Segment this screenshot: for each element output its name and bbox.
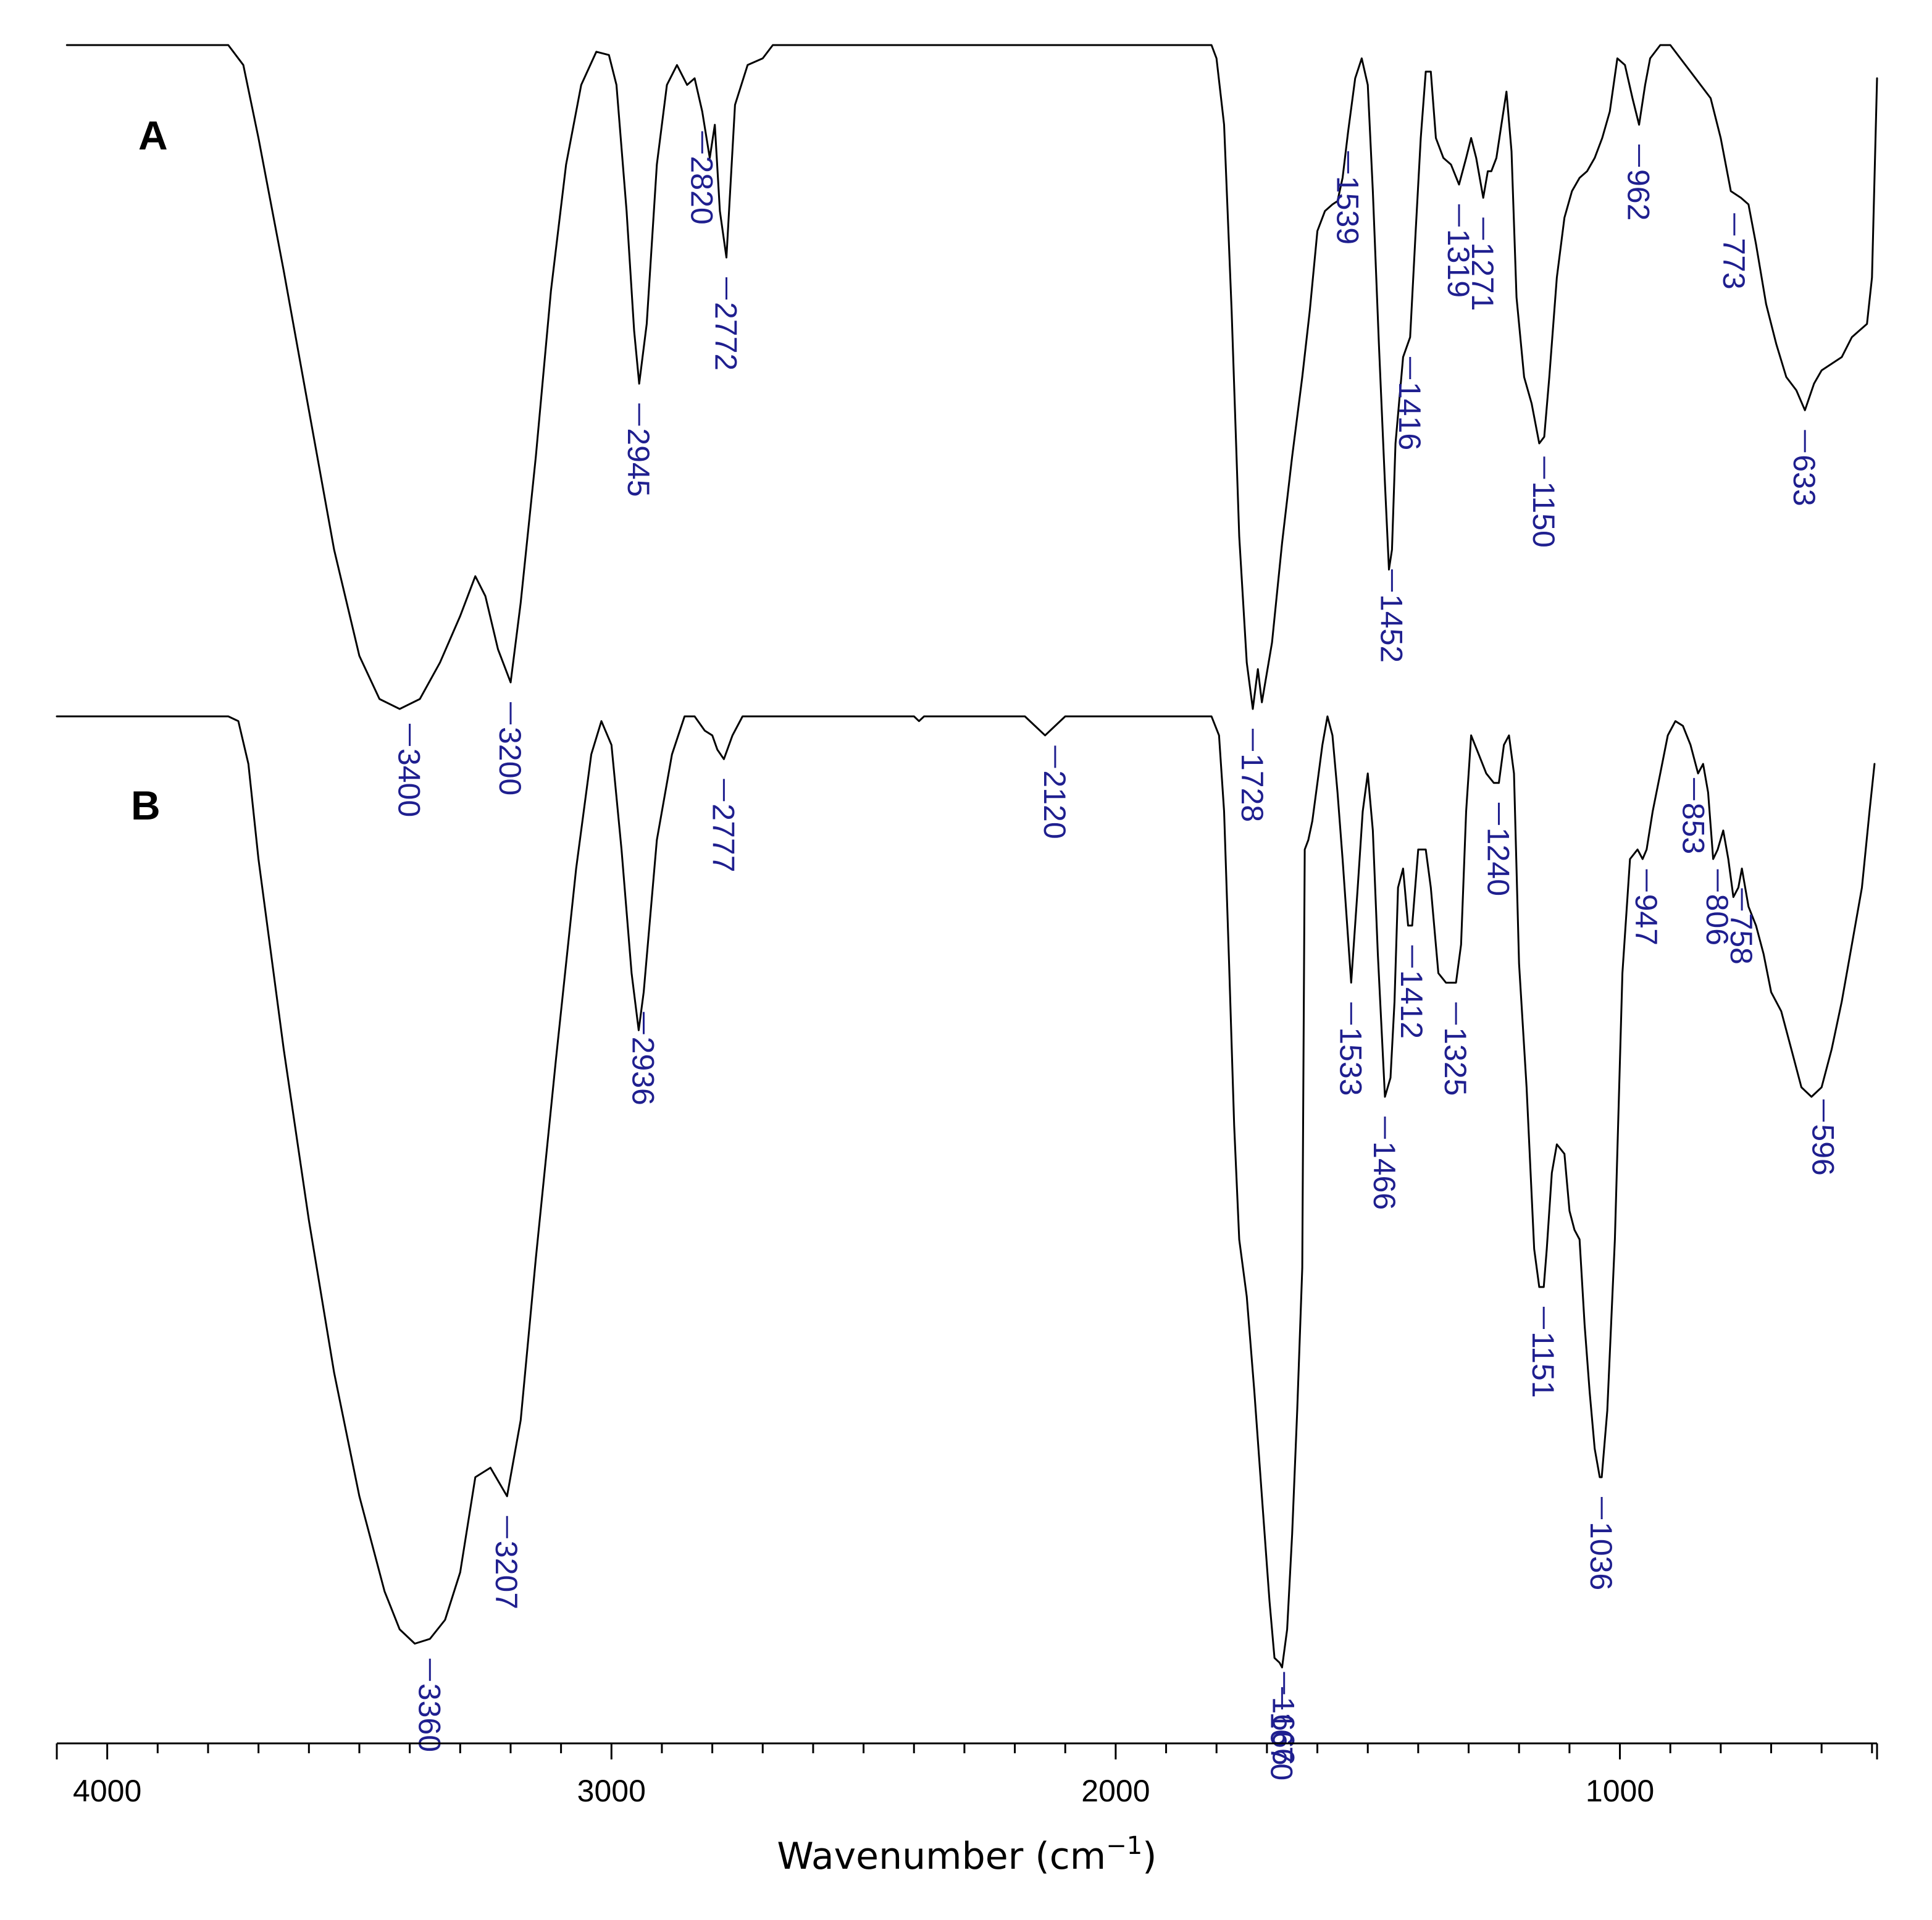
peak-label-text: 1666 <box>1266 1696 1301 1765</box>
peak-label-text: 633 <box>1787 455 1821 506</box>
peak-label-b-947: 947 <box>1629 869 1663 945</box>
peak-label-b-1466: 1466 <box>1367 1117 1402 1210</box>
peak-label-text: 853 <box>1676 803 1711 854</box>
peak-label-text: 2777 <box>706 803 740 872</box>
panel-label-a: A <box>138 112 168 158</box>
peak-label-a-1150: 1150 <box>1526 456 1561 548</box>
peak-label-a-773: 773 <box>1717 213 1751 290</box>
peak-label-text: 1271 <box>1465 242 1500 311</box>
x-axis-title-main: Wavenumber (cm <box>777 1835 1106 1878</box>
x-tick-label: 4000 <box>73 1774 141 1808</box>
peak-label-b-853: 853 <box>1676 778 1711 854</box>
peak-label-text: 1466 <box>1367 1141 1402 1210</box>
peak-label-text: 2820 <box>684 156 719 225</box>
spectrum-trace-b <box>56 715 1876 1669</box>
peak-label-b-2936: 2936 <box>626 1012 661 1105</box>
peak-label-b-1533: 1533 <box>1333 1002 1368 1096</box>
peak-label-text: 1728 <box>1235 753 1269 822</box>
peak-label-text: 1319 <box>1441 229 1476 298</box>
peak-label-text: 1539 <box>1330 176 1365 245</box>
peak-label-a-633: 633 <box>1787 430 1821 506</box>
peak-label-a-2820: 2820 <box>684 131 719 225</box>
x-axis-title-superscript: −1 <box>1106 1832 1142 1860</box>
peak-label-text: 1452 <box>1374 594 1408 663</box>
x-axis-title-end: ) <box>1142 1835 1156 1878</box>
spectrum-trace-a <box>65 44 1878 710</box>
peak-label-text: 1036 <box>1584 1522 1618 1590</box>
peak-label-a-3400: 3400 <box>392 723 427 817</box>
panel-label-b: B <box>131 782 161 828</box>
peak-label-a-962: 962 <box>1621 145 1656 220</box>
peak-label-b-806: 806 <box>1700 869 1734 945</box>
x-tick-label: 1000 <box>1586 1774 1654 1808</box>
x-tick-label: 2000 <box>1081 1774 1150 1808</box>
peak-label-a-1728: 1728 <box>1235 729 1269 822</box>
peak-label-b-1240: 1240 <box>1481 802 1516 896</box>
peak-label-text: 3400 <box>392 748 427 817</box>
peak-label-a-1319: 1319 <box>1441 204 1476 298</box>
peak-label-b-1670: 1670 <box>1264 1687 1298 1780</box>
peak-label-text: 1325 <box>1438 1027 1473 1096</box>
x-axis-title: Wavenumber (cm−1) <box>777 1832 1156 1878</box>
peak-label-a-2772: 2772 <box>709 277 743 371</box>
peak-label-text: 2772 <box>709 302 743 371</box>
peak-label-text: 1416 <box>1392 382 1427 450</box>
peak-label-text: 947 <box>1629 894 1663 945</box>
peak-label-text: 773 <box>1717 238 1751 289</box>
peak-label-b-758: 758 <box>1724 888 1758 965</box>
peak-label-text: 1240 <box>1481 828 1516 896</box>
peak-label-text: 806 <box>1700 894 1734 945</box>
peak-label-text: 1150 <box>1526 481 1561 548</box>
peak-label-a-1271: 1271 <box>1465 217 1500 311</box>
peak-label-text: 3207 <box>489 1541 524 1609</box>
peak-label-text: 596 <box>1805 1124 1840 1175</box>
peak-labels-layer: 3400 3200 2945 2820 2772 1728 1539 1452 1416 1319… <box>392 131 1840 1780</box>
peak-label-text: 3200 <box>493 727 527 795</box>
peak-label-text: 3360 <box>412 1683 446 1752</box>
peak-label-text: 1412 <box>1394 970 1429 1039</box>
peak-label-text: 962 <box>1621 169 1656 220</box>
peak-label-text: 2936 <box>626 1037 661 1105</box>
peak-label-b-1036: 1036 <box>1584 1497 1618 1590</box>
peak-label-text: 1151 <box>1526 1331 1560 1398</box>
peak-label-text: 2945 <box>621 428 656 497</box>
peak-label-a-1539: 1539 <box>1330 151 1365 245</box>
peak-label-text: 2120 <box>1037 770 1072 839</box>
peak-label-a-1416: 1416 <box>1392 357 1427 450</box>
peak-label-a-2945: 2945 <box>621 403 656 497</box>
peak-label-b-2120: 2120 <box>1037 745 1072 839</box>
peak-label-b-1325: 1325 <box>1438 1002 1473 1096</box>
peak-label-b-1666: 1666 <box>1266 1672 1301 1766</box>
x-tick-label: 3000 <box>577 1774 646 1808</box>
peak-label-b-596: 596 <box>1805 1099 1840 1176</box>
peak-label-b-3360: 3360 <box>412 1658 446 1752</box>
peak-label-text: 758 <box>1724 913 1758 964</box>
peak-label-b-3207: 3207 <box>489 1515 524 1609</box>
peak-label-b-1412: 1412 <box>1394 945 1429 1039</box>
traces-layer <box>56 44 1878 1669</box>
peak-label-text: 1533 <box>1333 1027 1368 1096</box>
peak-label-a-1452: 1452 <box>1374 569 1408 663</box>
x-axis: 4000 3000 2000 1000 <box>56 1742 1878 1808</box>
peak-label-a-3200: 3200 <box>493 702 527 795</box>
peak-label-text: 1670 <box>1264 1712 1298 1780</box>
peak-label-b-2777: 2777 <box>706 779 740 873</box>
peak-label-b-1151: 1151 <box>1526 1307 1560 1398</box>
